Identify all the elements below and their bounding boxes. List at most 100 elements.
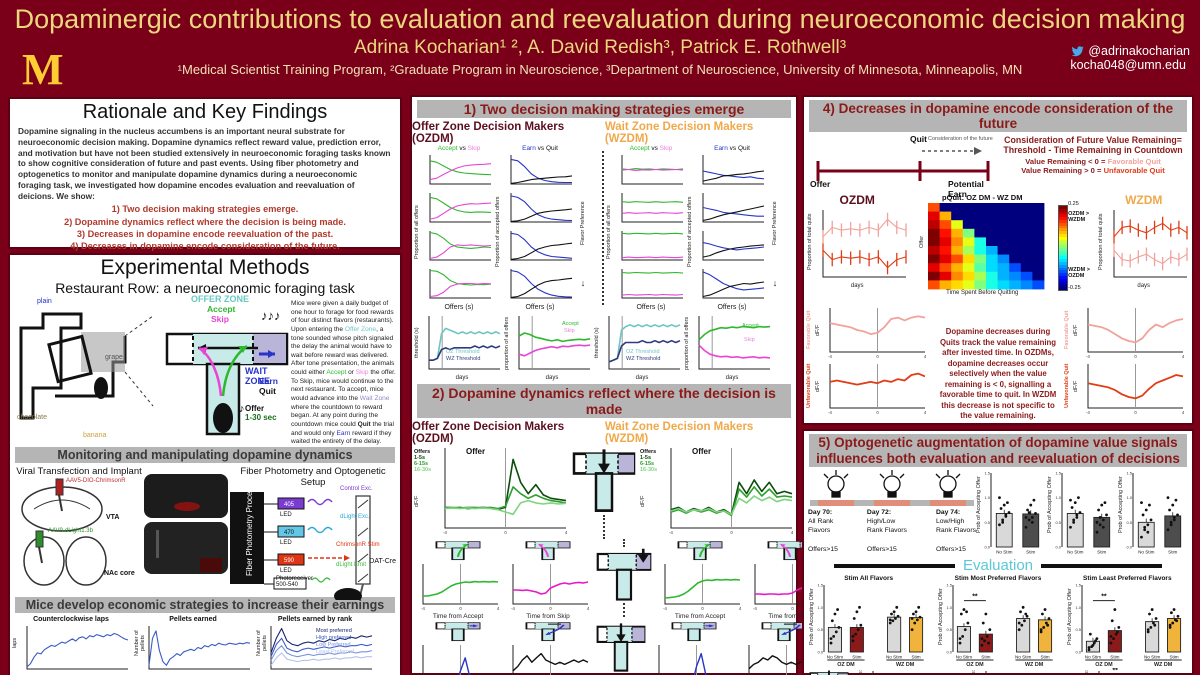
svg-text:LED: LED [280,512,292,518]
xlab-days: days [455,375,469,381]
svg-text:No Stim: No Stim [956,655,973,660]
threshold-row: threshold (s) OZ Threshold WZ Threshold … [412,311,796,381]
svg-text:1.5: 1.5 [946,583,952,588]
section5-panel: 5) Optogenetic augmentation of dopamine … [802,429,1194,675]
xlab-time-accept: Time from Accept [432,613,484,620]
rule-line [1041,563,1162,568]
day70-block: Day 70: All Rank Flavors Offers>15 [808,509,838,553]
earn-trace [416,642,500,675]
skip-label: Skip [211,314,229,324]
methods-diagram-row: plain grape chocolate banana [10,294,400,446]
email[interactable]: kocha048@umn.edu [1070,58,1186,72]
rationale-panel: Rationale and Key Findings Dopamine sign… [8,97,402,263]
xlab-days: days [635,375,649,381]
svg-text:Stim: Stim [1040,655,1049,660]
ylab-prob-accept: Prob of Accepting Offer [1117,476,1124,534]
offer-label: Offer [810,179,831,189]
xlab-time-before-quitting: Time Spent Before Quitting [946,290,1019,296]
rule-line2: Threshold - Time Remaining in Countdown [1003,145,1183,155]
ylab-accepted-offers: Proportion of accepted offers [687,196,693,268]
ozdm-heading: Offer Zone Decision Makers (OZDM) [412,421,565,445]
legend-title: Offers [640,449,657,455]
monitoring-header: Monitoring and manipulating dopamine dyn… [15,447,395,463]
svg-text:No Stim: No Stim [1015,655,1032,660]
svg-text:1.0: 1.0 [1055,495,1061,500]
earnings-chart: Pellets earned Number of pellets [134,616,252,675]
svg-text:0: 0 [1134,354,1137,359]
value-lt-line: Value Remaining < 0 = Favorable Quit [1025,157,1161,166]
s5-header: 5) Optogenetic augmentation of dopamine … [809,434,1187,468]
s4-top-row: Quit Consideration of the future Offer P… [804,134,1192,199]
maze-label-plain: plain [37,298,52,305]
stim-protocol: Day 70: All Rank Flavors Offers>15 Day 72: H… [808,470,976,556]
svg-text:-4: -4 [1086,354,1090,359]
finding-item: 2) Dopamine dynamics reflect where the d… [64,216,346,227]
svg-text:0.0: 0.0 [1126,545,1132,550]
svg-text:4: 4 [1182,410,1185,415]
xlab-offers: Offers (s) [525,304,555,311]
svg-text:0.5: 0.5 [817,627,823,632]
umn-logo-icon: M [22,45,64,94]
methods-description: Mice were given a daily budget of one ho… [291,300,396,446]
mini-chart [615,228,687,266]
svg-text:-4: -4 [1086,410,1090,415]
heatmap-title: pQuit: OZ DM - WZ DM [942,193,1023,202]
viral-title: Viral Transfection and Implant [16,466,142,477]
ylab-all-offers: Proportion of all offers [606,205,612,259]
day72-block: Day 72: High/Low Rank Flavors Offers>15 [866,509,907,553]
svg-text:4: 4 [587,606,590,611]
ozdm-skip-trace: -4 0 4 [506,561,590,613]
svg-text:Stim: Stim [1111,655,1120,660]
ylab-diff-score: Difference Score: Stim-No Stim [858,668,870,675]
cbar-top-label: OZDM > WZDM [1068,211,1090,223]
ylab-prob-accept: Prob of Accepting Offer [808,588,815,646]
flavor-preference-label: Flavor Preference [580,201,586,245]
led1-label: Control Exc. [340,486,373,492]
ozdm-quit-chart [816,207,908,283]
svg-text:Stim: Stim [981,655,990,660]
maze-label-banana: banana [83,432,107,439]
svg-text:LED: LED [280,540,292,546]
accept-label: Accept [207,304,236,314]
svg-text:-4: -4 [421,606,425,611]
t-maze-earn-icon [435,620,481,642]
ozdm-dff-block: Offers 1-5s 6-15s 16-30s dF/F -4 0 4 Offer [414,445,568,537]
svg-text:0.0: 0.0 [1055,545,1061,550]
photoreceiver-label: Photoreceiver [276,576,314,582]
ozdm-heading: Offer Zone Decision Makers (OZDM) [412,121,565,145]
ylab-prop-quits: Proportion of total quits [806,213,813,271]
led2-label: dLight Exc. [340,514,370,520]
stim-most-title: Stim Most Preferred Flavors [954,575,1042,583]
offer-len-label: Offer [245,404,265,413]
t-maze-quit-icon [525,620,571,642]
svg-text:1.0: 1.0 [946,605,952,610]
wzdm-threshold-chart [602,313,682,375]
t-maze-accept-icon [435,539,481,561]
xlab-days: days [850,283,864,289]
s4-rule-text: Consideration of Future Value Remaining=… [998,135,1188,193]
mini-chart [423,266,495,304]
stim-most-chart: No Stim Stim No Stim Stim 0.0 0.5 1.0 1.5 OZ DM W… [946,582,1058,668]
wzdm-quit-chart [1107,207,1189,283]
t-maze-icon [808,668,849,675]
xlab-days: days [1137,283,1151,289]
svg-text:0.0: 0.0 [817,650,823,655]
svg-text:WZ DM: WZ DM [1154,662,1173,668]
svg-text:-4: -4 [663,606,667,611]
legend-16-30s: 16-30s [640,467,658,473]
ylab-dff: dF/F [815,380,821,392]
svg-text:1.5: 1.5 [1055,471,1061,476]
mini-chart [504,152,576,190]
svg-text:Stim: Stim [1170,655,1179,660]
svg-text:1.5: 1.5 [817,583,823,588]
mini-chart [696,152,768,190]
ylab-threshold: threshold (s) [414,327,420,359]
rule-line1: Consideration of Future Value Remaining= [1004,135,1182,145]
authors: Adrina Kocharian¹ ², A. David Redish³, P… [353,37,847,58]
quit-label: Quit [259,386,276,396]
svg-text:OZ DM: OZ DM [966,662,984,668]
twitter-handle[interactable]: @adrinakocharian [1088,44,1190,58]
ozdm-unfavorable-trace: -4 0 4 [823,361,927,417]
wzdm-heading: Wait Zone Decision Makers (WZDM) [604,121,754,145]
xlab-offers: Offers (s) [636,304,666,311]
